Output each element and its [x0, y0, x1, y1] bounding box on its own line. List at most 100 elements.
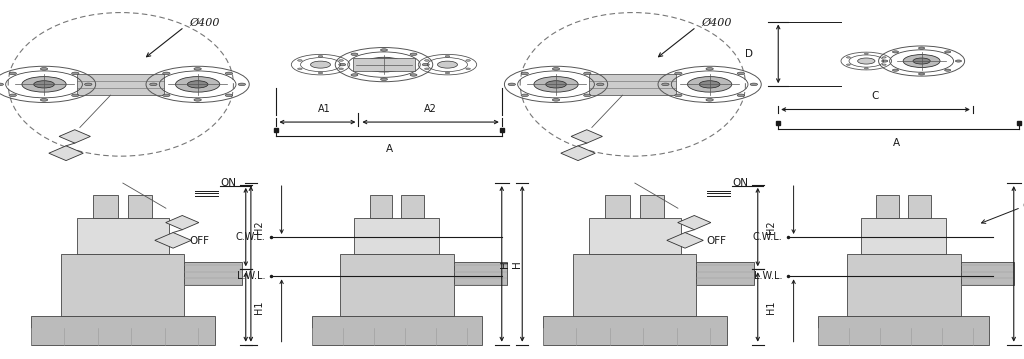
Bar — [77, 74, 164, 95]
Text: H2: H2 — [766, 220, 776, 234]
Circle shape — [883, 64, 886, 65]
Circle shape — [339, 60, 343, 61]
FancyBboxPatch shape — [847, 254, 961, 316]
FancyBboxPatch shape — [31, 316, 215, 345]
Text: H: H — [500, 260, 510, 268]
Polygon shape — [49, 146, 83, 160]
Circle shape — [955, 60, 962, 62]
Circle shape — [584, 94, 591, 97]
FancyBboxPatch shape — [861, 218, 946, 254]
FancyBboxPatch shape — [696, 262, 754, 285]
Circle shape — [339, 64, 346, 66]
FancyBboxPatch shape — [340, 254, 454, 316]
Bar — [590, 74, 676, 95]
FancyBboxPatch shape — [605, 195, 630, 218]
Circle shape — [903, 55, 940, 67]
FancyBboxPatch shape — [93, 195, 118, 218]
Circle shape — [919, 73, 925, 75]
FancyBboxPatch shape — [543, 316, 727, 345]
Text: OFF: OFF — [707, 236, 727, 246]
Circle shape — [339, 68, 343, 70]
Circle shape — [552, 67, 560, 70]
Text: C.W.L.: C.W.L. — [236, 232, 265, 242]
Text: OFF: OFF — [189, 236, 210, 246]
Circle shape — [944, 69, 950, 71]
Text: ON: ON — [220, 178, 237, 188]
Circle shape — [699, 81, 720, 88]
Text: D: D — [744, 49, 753, 59]
Circle shape — [675, 94, 682, 97]
Circle shape — [225, 94, 232, 97]
FancyBboxPatch shape — [184, 262, 242, 285]
Circle shape — [187, 81, 208, 88]
Circle shape — [919, 47, 925, 49]
Circle shape — [882, 60, 888, 62]
Circle shape — [364, 57, 404, 72]
Text: ON: ON — [732, 178, 749, 188]
FancyBboxPatch shape — [877, 195, 899, 218]
Circle shape — [34, 81, 54, 88]
Circle shape — [437, 61, 458, 68]
Circle shape — [0, 83, 3, 86]
FancyBboxPatch shape — [401, 195, 424, 218]
Circle shape — [706, 99, 714, 101]
FancyBboxPatch shape — [128, 195, 153, 218]
Circle shape — [521, 94, 528, 97]
Circle shape — [706, 67, 714, 70]
Circle shape — [22, 76, 67, 92]
Circle shape — [737, 94, 744, 97]
Text: Ø400: Ø400 — [701, 18, 732, 28]
Circle shape — [40, 67, 48, 70]
FancyBboxPatch shape — [454, 262, 507, 285]
Polygon shape — [155, 233, 191, 248]
Circle shape — [425, 68, 429, 70]
Text: d: d — [1022, 200, 1024, 210]
Text: A: A — [386, 144, 392, 154]
Circle shape — [381, 78, 387, 80]
Circle shape — [318, 56, 323, 57]
Circle shape — [675, 72, 682, 75]
Circle shape — [737, 72, 744, 75]
Polygon shape — [571, 130, 602, 143]
Circle shape — [534, 76, 579, 92]
Text: A1: A1 — [318, 104, 331, 114]
Circle shape — [944, 51, 950, 53]
Circle shape — [913, 58, 930, 64]
Circle shape — [445, 56, 450, 57]
Text: H1: H1 — [766, 300, 776, 314]
Text: A: A — [893, 138, 899, 148]
Circle shape — [422, 64, 429, 66]
Circle shape — [546, 81, 566, 88]
Circle shape — [9, 72, 16, 75]
Polygon shape — [667, 233, 703, 248]
Circle shape — [239, 83, 246, 86]
Circle shape — [72, 94, 79, 97]
FancyBboxPatch shape — [589, 218, 681, 254]
FancyBboxPatch shape — [961, 262, 1014, 285]
FancyBboxPatch shape — [640, 195, 665, 218]
Circle shape — [847, 57, 850, 58]
Circle shape — [508, 83, 515, 86]
Text: A2: A2 — [424, 104, 436, 114]
Text: L.W.L.: L.W.L. — [237, 271, 265, 281]
Circle shape — [883, 57, 886, 58]
Polygon shape — [166, 215, 199, 230]
Text: H2: H2 — [254, 220, 264, 234]
Circle shape — [298, 68, 302, 70]
Circle shape — [521, 72, 528, 75]
Circle shape — [318, 72, 323, 74]
FancyBboxPatch shape — [354, 218, 439, 254]
Circle shape — [351, 74, 358, 76]
Circle shape — [552, 99, 560, 101]
Circle shape — [893, 69, 899, 71]
FancyBboxPatch shape — [77, 218, 169, 254]
Circle shape — [85, 83, 92, 86]
Circle shape — [194, 67, 202, 70]
Circle shape — [410, 74, 417, 76]
Polygon shape — [59, 130, 90, 143]
Circle shape — [9, 94, 16, 97]
Circle shape — [893, 51, 899, 53]
Text: L.W.L.: L.W.L. — [754, 271, 782, 281]
FancyBboxPatch shape — [818, 316, 989, 345]
Text: C.W.L.: C.W.L. — [753, 232, 782, 242]
